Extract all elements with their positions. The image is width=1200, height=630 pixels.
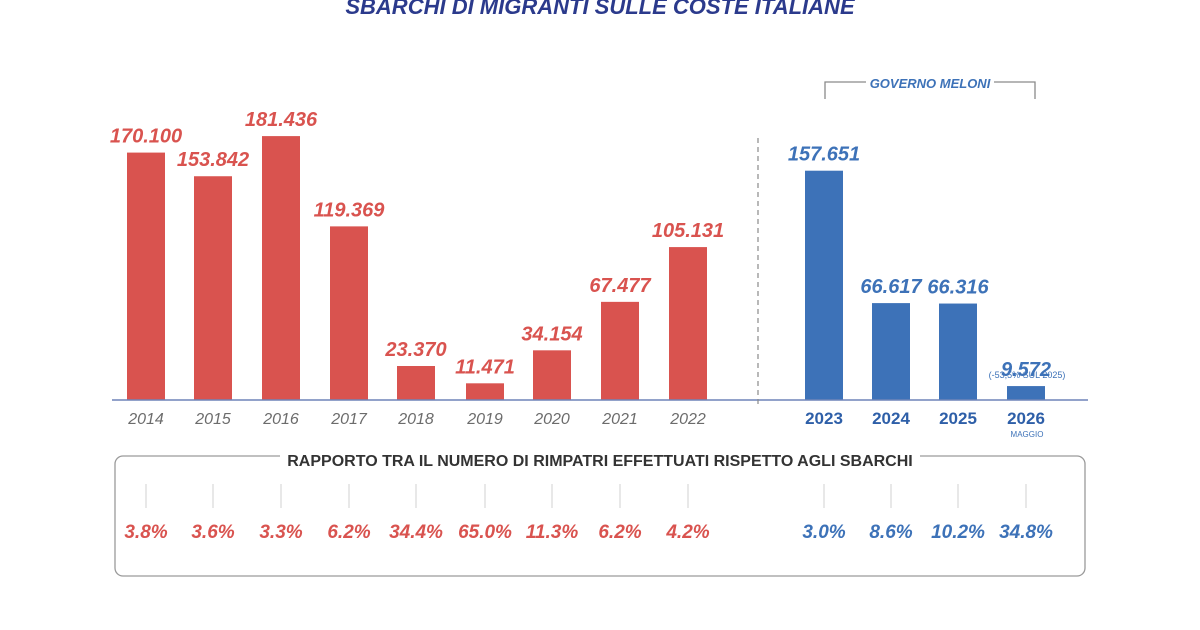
- value-label-2019: 11.471: [455, 356, 515, 378]
- bar-2018: [397, 366, 435, 400]
- chart-title: SBARCHI DI MIGRANTI SULLE COSTE ITALIANE: [345, 0, 856, 19]
- ratio-value-2020: 11.3%: [526, 522, 579, 543]
- value-label-2016: 181.436: [245, 109, 318, 131]
- governo-bracket: GOVERNO MELONI: [824, 76, 1036, 99]
- ratio-value-2016: 3.3%: [259, 522, 302, 543]
- ratio-title-background: [280, 446, 920, 468]
- bar-2015: [194, 176, 232, 400]
- ratio-value-2024: 8.6%: [869, 522, 912, 543]
- note-2026-percent: (-53,5% SUL 2025): [989, 370, 1066, 380]
- ratio-value-2017: 6.2%: [327, 522, 370, 543]
- x-tick-2014: 2014: [127, 411, 164, 428]
- note-2026-month: MAGGIO: [1011, 430, 1044, 439]
- value-label-2021: 67.477: [589, 275, 651, 297]
- x-tick-labels-layer: 2014 2015 2016 2017 2018 2019 2020 2021 2022 2023…: [127, 409, 1045, 428]
- value-label-2014: 170.100: [110, 126, 182, 148]
- x-tick-2019: 2019: [466, 411, 503, 428]
- bar-2020: [533, 350, 571, 400]
- bar-2014: [127, 152, 165, 400]
- value-label-2015: 153.842: [177, 149, 249, 171]
- value-label-2022: 105.131: [652, 220, 724, 242]
- ratio-value-2021: 6.2%: [598, 522, 641, 543]
- ratio-ticks-layer: [145, 484, 1027, 508]
- ratio-value-2018: 34.4%: [389, 522, 443, 543]
- value-label-2020: 34.154: [521, 323, 582, 345]
- x-tick-2022: 2022: [669, 411, 706, 428]
- bar-2019: [466, 383, 504, 400]
- ratio-values-layer: 3.8% 3.6% 3.3% 6.2% 34.4% 65.0% 11.3% 6.2% 4.2% 3…: [124, 522, 1053, 543]
- ratio-title: RAPPORTO TRA IL NUMERO DI RIMPATRI EFFET…: [287, 453, 912, 470]
- x-tick-2016: 2016: [262, 411, 299, 428]
- value-label-2023: 157.651: [788, 144, 860, 166]
- x-tick-2023: 2023: [805, 409, 843, 428]
- x-tick-2021: 2021: [601, 411, 638, 428]
- x-tick-2020: 2020: [533, 411, 570, 428]
- x-tick-2018: 2018: [397, 411, 434, 428]
- bar-2023: [805, 170, 843, 400]
- ratio-value-2019: 65.0%: [458, 522, 512, 543]
- ratio-value-2023: 3.0%: [802, 522, 845, 543]
- value-label-2024: 66.617: [860, 276, 922, 298]
- bars-layer: [127, 136, 1045, 401]
- ratio-value-2014: 3.8%: [124, 522, 167, 543]
- governo-meloni-label: GOVERNO MELONI: [870, 76, 991, 91]
- ratio-box: [114, 455, 1086, 577]
- x-tick-2025: 2025: [939, 409, 977, 428]
- ratio-value-2026: 34.8%: [999, 522, 1053, 543]
- bar-2021: [601, 301, 639, 400]
- x-tick-2026: 2026: [1007, 409, 1045, 428]
- bar-2017: [330, 226, 368, 400]
- value-label-2018: 23.370: [384, 339, 446, 361]
- ratio-value-2025: 10.2%: [931, 522, 985, 543]
- bar-2025: [939, 303, 977, 400]
- value-label-2026: 9.572: [1001, 359, 1051, 381]
- bar-2024: [872, 303, 910, 400]
- ratio-value-2015: 3.6%: [191, 522, 234, 543]
- bar-2026: [1007, 386, 1045, 400]
- value-label-2017: 119.369: [314, 199, 386, 221]
- x-tick-2017: 2017: [330, 411, 368, 428]
- bar-2022: [669, 247, 707, 400]
- ratio-value-2022: 4.2%: [665, 522, 709, 543]
- x-tick-2024: 2024: [872, 409, 910, 428]
- bar-2016: [262, 136, 300, 401]
- value-label-2025: 66.316: [927, 277, 989, 299]
- x-tick-2015: 2015: [194, 411, 231, 428]
